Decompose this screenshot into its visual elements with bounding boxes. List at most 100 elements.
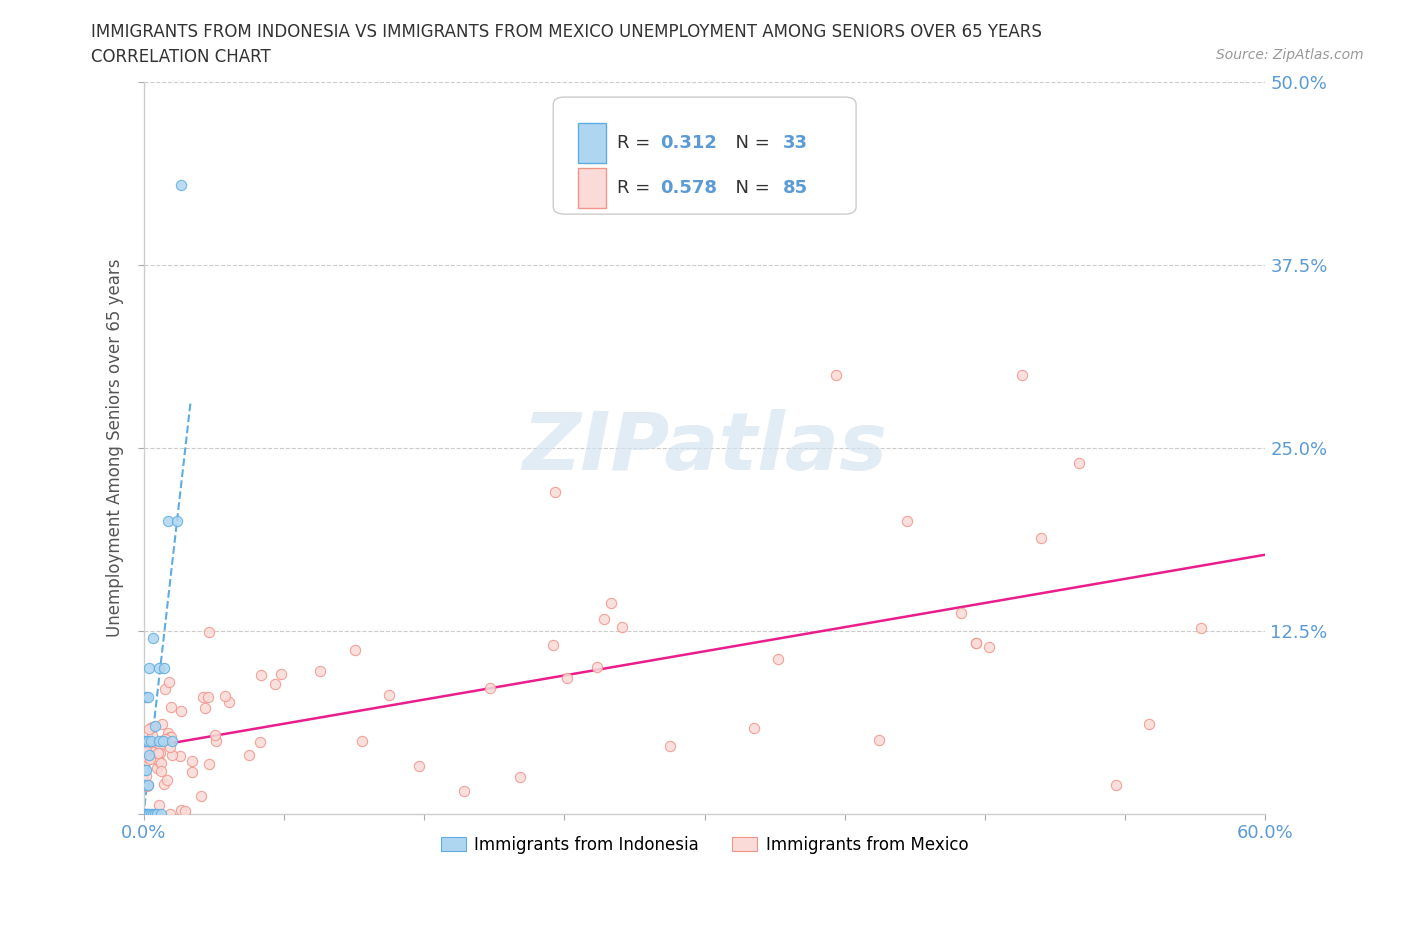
Point — [142, 631, 165, 645]
Point — [214, 689, 236, 704]
Text: 85: 85 — [783, 179, 808, 197]
Point — [138, 660, 160, 675]
Text: N =: N = — [724, 134, 775, 153]
Text: R =: R = — [617, 179, 657, 197]
Y-axis label: Unemployment Among Seniors over 65 years: Unemployment Among Seniors over 65 years — [107, 259, 124, 637]
Point — [350, 733, 373, 748]
Point — [159, 739, 181, 754]
Point — [141, 727, 163, 742]
Point — [135, 763, 157, 777]
Point — [170, 703, 193, 718]
Point — [868, 733, 890, 748]
Point — [135, 806, 157, 821]
Point — [145, 761, 167, 776]
Point — [136, 777, 159, 792]
Text: IMMIGRANTS FROM INDONESIA VS IMMIGRANTS FROM MEXICO UNEMPLOYMENT AMONG SENIORS O: IMMIGRANTS FROM INDONESIA VS IMMIGRANTS … — [91, 23, 1042, 41]
Text: ZIPatlas: ZIPatlas — [522, 409, 887, 487]
Point — [160, 729, 183, 744]
Text: 33: 33 — [783, 134, 808, 153]
Point — [132, 733, 155, 748]
Text: R =: R = — [617, 134, 657, 153]
Point — [896, 514, 918, 529]
Point — [965, 636, 987, 651]
Point — [949, 605, 972, 620]
Point — [153, 682, 176, 697]
FancyBboxPatch shape — [553, 97, 856, 214]
Point — [132, 763, 155, 777]
Point — [160, 733, 183, 748]
Point — [135, 733, 157, 748]
Point — [1137, 717, 1160, 732]
Point — [659, 739, 682, 754]
Point — [544, 485, 567, 499]
Text: 0.578: 0.578 — [659, 179, 717, 197]
Point — [1067, 456, 1090, 471]
Point — [132, 806, 155, 821]
Point — [152, 733, 174, 748]
Point — [155, 731, 177, 746]
Point — [977, 639, 1000, 654]
Point — [139, 751, 162, 766]
Point — [148, 753, 170, 768]
Point — [155, 773, 177, 788]
Point — [1105, 777, 1128, 792]
Point — [191, 690, 214, 705]
Point — [509, 770, 531, 785]
FancyBboxPatch shape — [578, 168, 606, 208]
Point — [592, 611, 614, 626]
Point — [238, 747, 260, 762]
Point — [153, 777, 176, 791]
Point — [142, 745, 165, 760]
Point — [146, 746, 169, 761]
Point — [166, 514, 188, 529]
Point — [194, 700, 217, 715]
Point — [141, 733, 163, 748]
Point — [205, 733, 228, 748]
Point — [135, 806, 157, 821]
Point — [378, 688, 401, 703]
Point — [136, 689, 159, 704]
Point — [408, 759, 430, 774]
Point — [148, 797, 170, 812]
Text: CORRELATION CHART: CORRELATION CHART — [91, 48, 271, 66]
Point — [585, 660, 607, 675]
Point — [824, 367, 846, 382]
Point — [146, 806, 169, 821]
Point — [170, 803, 193, 817]
Point — [190, 789, 212, 804]
Point — [181, 753, 204, 768]
Point — [169, 749, 191, 764]
Point — [156, 725, 179, 740]
Point — [149, 806, 172, 821]
Point — [153, 660, 176, 675]
Point — [309, 663, 332, 678]
Point — [132, 777, 155, 792]
Point — [249, 735, 271, 750]
Point — [218, 695, 240, 710]
Point — [198, 756, 221, 771]
Point — [138, 721, 160, 736]
Point — [135, 768, 157, 783]
Point — [555, 671, 578, 685]
Point — [138, 748, 160, 763]
Point — [541, 637, 564, 652]
Point — [612, 619, 634, 634]
Point — [965, 635, 987, 650]
Point — [135, 744, 157, 759]
Point — [1029, 531, 1052, 546]
Point — [160, 699, 183, 714]
Point — [139, 738, 162, 753]
Point — [136, 778, 159, 793]
Point — [174, 804, 197, 818]
Point — [766, 652, 789, 667]
Point — [136, 733, 159, 748]
Text: N =: N = — [724, 179, 775, 197]
Point — [159, 729, 181, 744]
Point — [135, 689, 157, 704]
Point — [159, 674, 181, 689]
Point — [150, 717, 173, 732]
Point — [149, 746, 172, 761]
Point — [150, 764, 173, 779]
Point — [197, 689, 219, 704]
Point — [742, 721, 765, 736]
